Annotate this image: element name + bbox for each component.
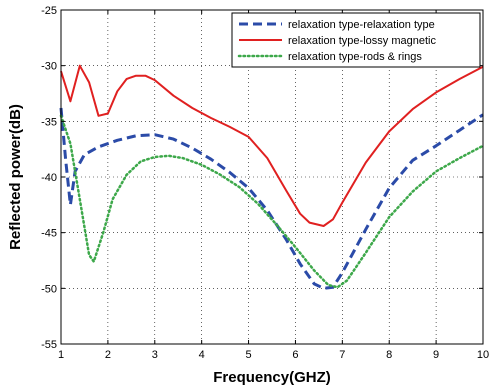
x-tick-label: 3	[152, 349, 158, 361]
series-group	[59, 64, 485, 290]
legend-entries: relaxation type-relaxation type relaxatio…	[237, 19, 436, 63]
x-axis-title: Frequency(GHZ)	[213, 369, 331, 386]
y-tick-label: -25	[41, 5, 57, 17]
y-tick-label: -50	[41, 283, 57, 295]
x-tick-label: 8	[386, 349, 392, 361]
x-tick-label: 2	[105, 349, 111, 361]
y-tick-label: -40	[41, 172, 57, 184]
series-line-1	[59, 107, 484, 290]
series-line-2	[60, 64, 484, 227]
y-tick-label: -45	[41, 228, 57, 240]
x-tick-label: 10	[477, 349, 489, 361]
legend: relaxation type-relaxation type relaxatio…	[231, 12, 481, 68]
series-line-3	[59, 114, 485, 289]
x-tick-label: 6	[292, 349, 298, 361]
x-tick-label: 9	[433, 349, 439, 361]
legend-label-1: relaxation type-relaxation type	[288, 19, 435, 31]
x-tick-label: 5	[245, 349, 251, 361]
y-tick-label: -55	[41, 339, 57, 351]
x-tick-label: 1	[58, 349, 64, 361]
x-tick-label: 4	[199, 349, 205, 361]
legend-label-3: relaxation type-rods & rings	[288, 51, 422, 63]
y-tick-label: -30	[41, 61, 57, 73]
x-tick-label: 7	[339, 349, 345, 361]
legend-label-2: relaxation type-lossy magnetic	[288, 35, 436, 47]
y-tick-label: -35	[41, 116, 57, 128]
axis-ticks: 1 2 3 4 5 6 7 8 9 10 -55 -50 -45 -40 -35 -30 -25	[41, 5, 489, 361]
y-axis-title: Reflected power(dB)	[7, 104, 24, 250]
